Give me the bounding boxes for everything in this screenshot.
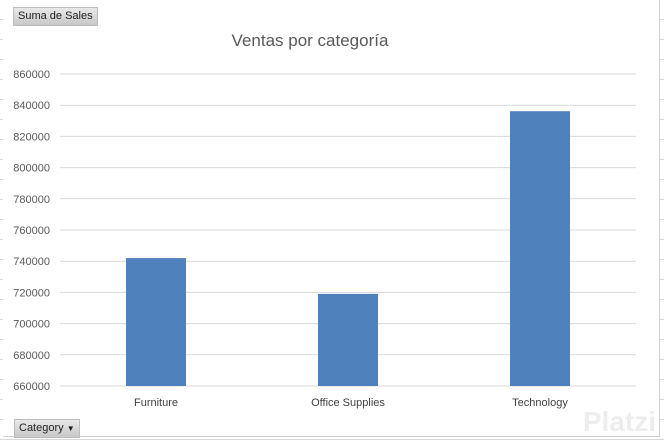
platzi-watermark: Platzi <box>582 406 656 437</box>
x-tick-label: Office Supplies <box>311 397 385 409</box>
x-tick-label: Technology <box>512 397 568 409</box>
bar-furniture <box>126 258 186 386</box>
triangle-down-icon: ▼ <box>66 424 75 433</box>
y-tick-label: 840000 <box>13 100 50 112</box>
category-field-button[interactable]: Category ▼ <box>14 419 80 438</box>
bar-technology <box>510 111 570 386</box>
bar-office-supplies <box>318 293 378 386</box>
value-field-button[interactable]: Suma de Sales <box>13 7 98 26</box>
y-tick-label: 820000 <box>13 131 50 143</box>
y-tick-label: 760000 <box>13 225 50 237</box>
y-tick-label: 860000 <box>13 69 50 81</box>
y-tick-label: 780000 <box>13 194 50 206</box>
value-field-label: Suma de Sales <box>18 10 93 22</box>
y-tick-label: 700000 <box>13 319 50 331</box>
y-tick-label: 660000 <box>13 381 50 393</box>
y-tick-label: 720000 <box>13 287 50 299</box>
y-tick-label: 800000 <box>13 163 50 175</box>
x-tick-label: Furniture <box>134 397 178 409</box>
y-tick-label: 740000 <box>13 256 50 268</box>
category-field-label: Category <box>19 422 64 434</box>
y-tick-label: 680000 <box>13 350 50 362</box>
chart-title: Ventas por categoría <box>231 31 389 50</box>
